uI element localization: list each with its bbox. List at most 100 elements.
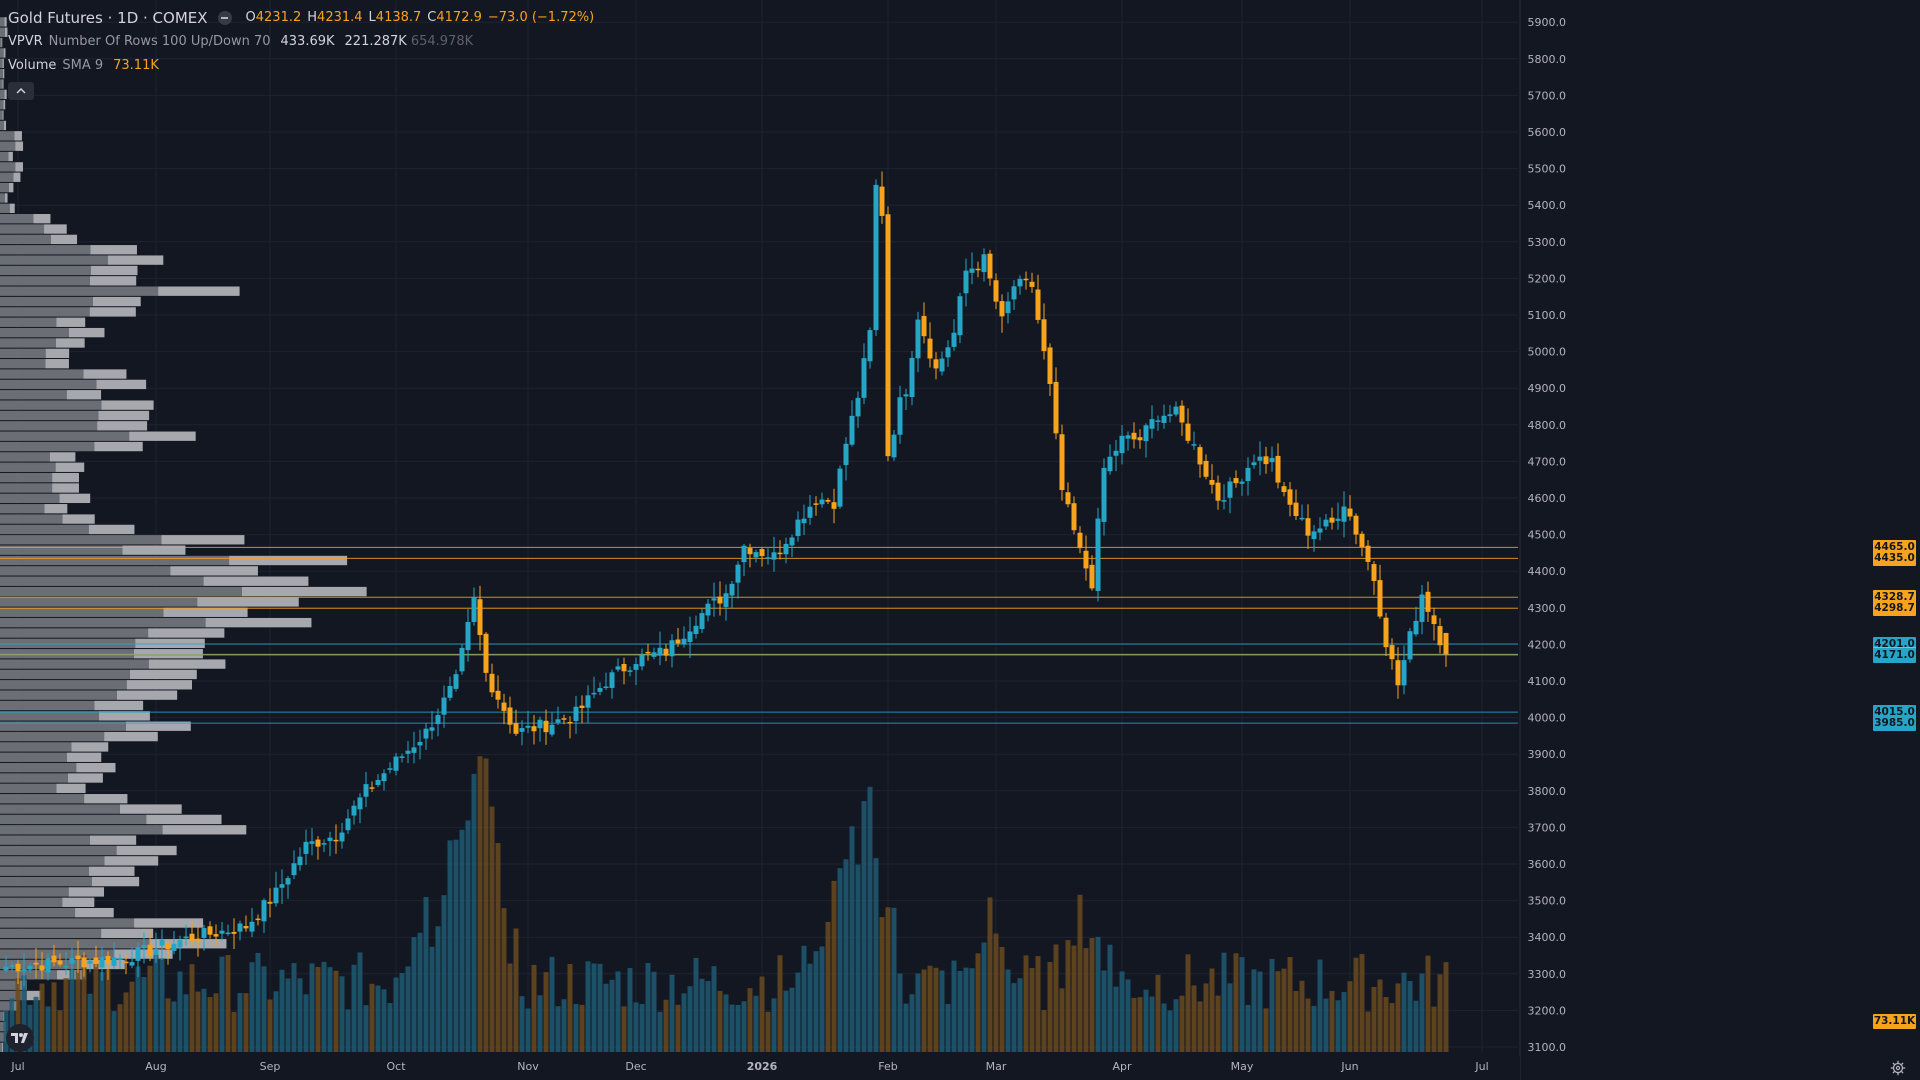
candle-body xyxy=(1311,531,1317,539)
candle-body xyxy=(1293,502,1299,517)
high-value: 4231.4 xyxy=(317,10,363,25)
volume-bar xyxy=(675,1004,681,1052)
profile-row-up xyxy=(0,649,134,659)
candle-body xyxy=(147,944,153,956)
hide-eye-icon[interactable] xyxy=(217,11,232,25)
profile-row-down xyxy=(104,856,159,866)
volume-bar xyxy=(255,952,261,1052)
volume-bar xyxy=(783,990,789,1052)
volume-bar xyxy=(129,981,135,1052)
candle-body xyxy=(135,947,141,961)
candle-body xyxy=(831,502,837,509)
symbol-title[interactable]: Gold Futures · 1D · COMEX xyxy=(8,9,208,27)
gear-icon[interactable] xyxy=(1890,1060,1906,1076)
volume-bar xyxy=(57,1010,63,1052)
candle-body xyxy=(699,613,705,630)
candle-body xyxy=(417,741,423,746)
candle-body xyxy=(435,715,441,725)
volume-bar xyxy=(375,985,381,1052)
volume-bar xyxy=(549,956,555,1052)
time-axis[interactable]: Jul Aug Sep Oct Nov Dec 2026 Feb Mar Apr May Jun Jul xyxy=(0,1056,1520,1080)
volume-bar xyxy=(705,981,711,1052)
candle-body xyxy=(609,672,615,688)
volume-bar xyxy=(591,963,597,1052)
volume-bar xyxy=(1059,988,1065,1052)
profile-row-down xyxy=(122,545,186,555)
open-value: 4231.2 xyxy=(255,10,302,25)
price-tick-label: 3300.0 xyxy=(1528,968,1567,981)
profile-row-down xyxy=(116,690,178,700)
candle-body xyxy=(591,692,597,695)
profile-row-down xyxy=(92,296,141,307)
volume-bar xyxy=(351,964,357,1052)
profile-row-down xyxy=(170,566,258,576)
price-axis[interactable]: 5900.0 5800.0 5700.0 5600.0 5500.0 5400.0 5300… xyxy=(1519,0,1920,1080)
volume-bar xyxy=(1047,962,1053,1052)
profile-row-down xyxy=(107,255,164,265)
volume-bar xyxy=(201,988,207,1052)
volume-bar xyxy=(1227,983,1233,1052)
profile-row-down xyxy=(66,752,102,762)
profile-row-up xyxy=(0,37,2,48)
price-tick-label: 5000.0 xyxy=(1528,346,1567,359)
profile-row-up xyxy=(0,959,83,970)
candle-body xyxy=(453,674,459,689)
profile-row-down xyxy=(104,731,158,742)
candle-body xyxy=(1347,508,1353,517)
candle-body xyxy=(1191,444,1197,446)
tradingview-logo[interactable] xyxy=(6,1024,34,1052)
candle-body xyxy=(183,936,189,939)
volume-bar xyxy=(537,995,543,1052)
volume-bar xyxy=(117,1004,123,1052)
volume-bar xyxy=(1101,970,1107,1052)
candle-body xyxy=(801,518,807,524)
profile-row-down xyxy=(91,876,140,887)
volume-bar xyxy=(957,970,963,1052)
volume-bar xyxy=(381,989,387,1052)
volume-bar xyxy=(1017,978,1023,1052)
volume-bar xyxy=(195,991,201,1052)
volume-row[interactable]: Volume SMA 9 73.11K xyxy=(8,54,594,78)
vpvr-row[interactable]: VPVR Number Of Rows 100 Up/Down 70 433.6… xyxy=(8,30,594,54)
collapse-legend-button[interactable] xyxy=(8,82,34,100)
volume-bar xyxy=(867,786,873,1052)
candle-body xyxy=(477,599,483,636)
profile-row-up xyxy=(0,400,102,410)
candle-body xyxy=(537,719,543,729)
profile-row-up xyxy=(0,504,45,514)
volume-bar xyxy=(1239,957,1245,1052)
profile-row-down xyxy=(134,918,204,928)
volume-bar xyxy=(453,839,459,1052)
candle-body xyxy=(1365,545,1371,562)
volume-bar xyxy=(63,978,69,1052)
time-tick-label: Feb xyxy=(878,1060,897,1073)
volume-bar xyxy=(687,986,693,1052)
volume-bar xyxy=(213,993,219,1052)
profile-row-down xyxy=(129,431,196,441)
profile-row-down xyxy=(45,359,69,369)
volume-name: Volume xyxy=(8,58,57,73)
profile-row-up xyxy=(0,255,108,265)
volume-bar xyxy=(1425,955,1431,1052)
price-tick-label: 4700.0 xyxy=(1528,455,1567,468)
candle-body xyxy=(999,301,1005,317)
profile-row-down xyxy=(15,162,24,172)
price-level-tag: 4435.0 xyxy=(1873,550,1916,566)
candle-body xyxy=(705,603,711,616)
volume-bar xyxy=(237,993,243,1052)
profile-row-up xyxy=(0,814,147,825)
candle-body xyxy=(1413,620,1419,635)
candle-body xyxy=(1029,281,1035,287)
volume-bar xyxy=(393,977,399,1052)
price-tick-label: 4400.0 xyxy=(1528,565,1567,578)
candle-body xyxy=(819,499,825,505)
volume-bar xyxy=(1167,1010,1173,1052)
volume-bar xyxy=(309,963,315,1052)
volume-bar xyxy=(1143,989,1149,1052)
candle-body xyxy=(1101,467,1107,522)
candle-body xyxy=(1107,456,1113,472)
profile-row-up xyxy=(0,690,117,700)
candle-body xyxy=(195,938,201,942)
volume-bar xyxy=(663,999,669,1052)
